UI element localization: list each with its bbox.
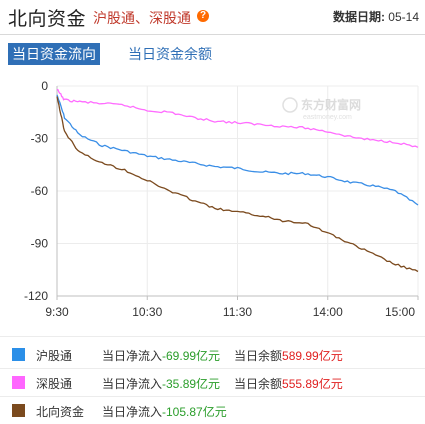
legend-balance: 当日余额589.99亿元 xyxy=(234,349,343,363)
series-lines xyxy=(56,88,419,273)
header-divider xyxy=(0,34,425,35)
legend-row-sz: 深股通 当日净流入-35.89亿元 当日余额555.89亿元 xyxy=(0,370,425,396)
y-axis-ticks: 0 -30 -60 -90 -120 xyxy=(24,79,48,303)
y-tick-label: -30 xyxy=(31,132,49,146)
y-tick-label: -120 xyxy=(24,289,48,303)
tab-daily-flow[interactable]: 当日资金流向 xyxy=(8,43,100,65)
x-axis-ticks: 9:30 10:30 11:30 14:00 15:00 xyxy=(45,296,419,319)
legend-name: 深股通 xyxy=(36,377,73,391)
watermark-logo: 东方财富网 eastmoney.com xyxy=(282,97,361,121)
legend-row-sh: 沪股通 当日净流入-69.99亿元 当日余额589.99亿元 xyxy=(0,342,425,368)
data-date: 数据日期: 05-14 xyxy=(333,8,419,25)
help-icon[interactable]: ? xyxy=(197,10,209,22)
flow-chart: 东方财富网 eastmoney.com 0 -30 -60 -90 -120 9:30 1… xyxy=(24,79,419,319)
series-line-0 xyxy=(56,94,419,206)
page-title: 北向资金 xyxy=(8,9,87,30)
subtitle: 沪股通、深股通 xyxy=(93,10,191,26)
legend-divider xyxy=(0,368,425,369)
watermark-text-en: eastmoney.com xyxy=(303,114,352,121)
y-tick-label: -90 xyxy=(31,237,49,251)
x-tick-label: 11:30 xyxy=(223,305,252,319)
legend-swatch-north xyxy=(12,404,25,417)
legend-name: 沪股通 xyxy=(36,349,73,363)
date-label: 数据日期: xyxy=(332,10,385,24)
watermark-icon xyxy=(282,97,298,113)
tab-daily-balance[interactable]: 当日资金余额 xyxy=(128,46,212,62)
legend-net: 当日净流入-35.89亿元 xyxy=(102,377,221,391)
legend-net: 当日净流入-69.99亿元 xyxy=(102,349,221,363)
legend-divider xyxy=(0,336,425,337)
x-tick-label: 14:00 xyxy=(313,305,343,319)
watermark-text-cn: 东方财富网 xyxy=(301,97,361,112)
legend-name: 北向资金 xyxy=(36,405,85,419)
y-tick-label: 0 xyxy=(41,79,48,93)
x-tick-label: 15:00 xyxy=(385,305,415,319)
legend-swatch-sh xyxy=(12,348,25,361)
date-value: 05-14 xyxy=(388,10,419,24)
header: 北向资金 沪股通、深股通 ? 数据日期: 05-14 xyxy=(0,0,425,34)
series-line-1 xyxy=(56,88,419,148)
x-tick-label: 10:30 xyxy=(132,305,162,319)
series-line-2 xyxy=(56,96,419,273)
legend-swatch-sz xyxy=(12,376,25,389)
y-tick-label: -60 xyxy=(31,184,49,198)
legend-row-north: 北向资金 当日净流入-105.87亿元 xyxy=(0,398,425,424)
legend-divider xyxy=(0,396,425,397)
legend-balance: 当日余额555.89亿元 xyxy=(234,377,343,391)
legend-net: 当日净流入-105.87亿元 xyxy=(102,405,227,419)
x-tick-label: 9:30 xyxy=(45,305,69,319)
chart-grid xyxy=(56,85,419,297)
